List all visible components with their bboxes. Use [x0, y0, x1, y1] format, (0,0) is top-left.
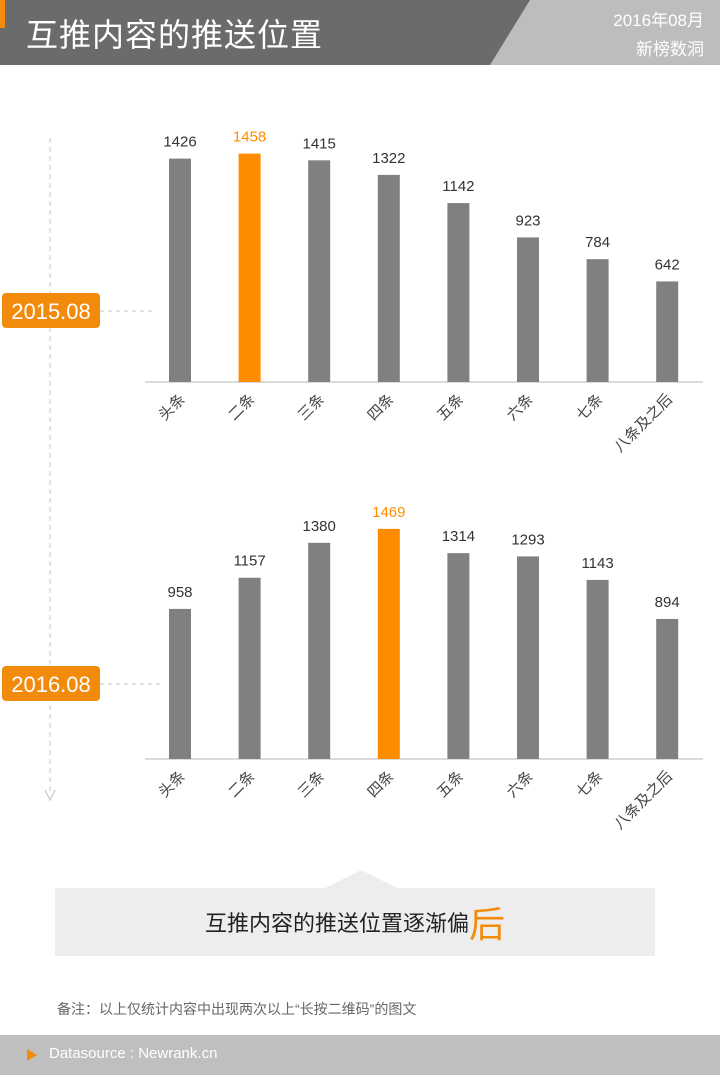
- data-label: 894: [655, 594, 680, 611]
- footer: Datasource : Newrank.cn: [0, 1035, 720, 1075]
- data-label: 1293: [511, 531, 544, 548]
- timeline-arrow-icon: [44, 789, 56, 802]
- bar: [238, 577, 261, 759]
- header-accent-bar: [0, 0, 5, 28]
- category-tick-label: 三条: [294, 390, 328, 424]
- summary-emphasis: 后: [469, 904, 506, 945]
- data-label: 1142: [442, 178, 474, 195]
- header: 互推内容的推送位置 2016年08月 新榜数洞: [0, 0, 720, 65]
- category-tick-label: 七条: [572, 767, 606, 801]
- bar: [377, 174, 400, 382]
- category-tick-label: 七条: [572, 390, 606, 424]
- bar: [517, 237, 539, 382]
- data-label: 784: [585, 234, 610, 251]
- data-label: 958: [167, 584, 192, 601]
- summary-text: 互推内容的推送位置逐渐偏后: [55, 888, 655, 956]
- period-label: 2016.08: [11, 672, 91, 697]
- data-label: 1415: [303, 135, 336, 152]
- category-tick-label: 五条: [433, 390, 467, 424]
- bar: [656, 281, 679, 382]
- data-label: 1143: [581, 555, 613, 572]
- bar: [517, 556, 539, 759]
- bar: [586, 259, 609, 382]
- category-tick-label: 八条及之后: [610, 767, 676, 833]
- category-tick-label: 六条: [503, 390, 537, 424]
- data-label: 642: [655, 256, 680, 273]
- bar: [656, 618, 679, 759]
- bar: [169, 608, 191, 759]
- period-label: 2015.08: [11, 299, 91, 324]
- footnote: 备注：以上仅统计内容中出现两次以上“长按二维码”的图文: [57, 1001, 417, 1017]
- data-label: 923: [515, 212, 540, 229]
- summary-main-text: 互推内容的推送位置逐渐偏: [204, 911, 469, 936]
- bar: [447, 203, 470, 382]
- category-tick-label: 二条: [224, 767, 258, 801]
- category-tick-label: 二条: [224, 390, 258, 424]
- header-brand: 新榜数洞: [636, 40, 704, 59]
- category-tick-label: 四条: [364, 390, 398, 424]
- bar: [377, 528, 400, 759]
- category-tick-label: 头条: [155, 390, 189, 424]
- category-tick-label: 六条: [503, 767, 537, 801]
- category-tick-label: 八条及之后: [610, 390, 676, 456]
- header-date: 2016年08月: [613, 11, 704, 30]
- datasource-label: Datasource : Newrank.cn: [49, 1045, 218, 1062]
- data-label: 1322: [372, 150, 405, 167]
- bar: [308, 542, 331, 759]
- bar-chart-area: 2015.08 1426 头条 1458 二条 1415 三条 1322 四条 1142 五条 923…: [2, 129, 703, 833]
- bar: [238, 153, 261, 382]
- data-label: 1458: [233, 129, 266, 146]
- data-label: 1426: [163, 134, 196, 151]
- summary-box: [55, 888, 655, 956]
- data-label: 1469: [372, 504, 405, 521]
- category-tick-label: 四条: [364, 767, 398, 801]
- data-label: 1157: [233, 553, 265, 570]
- bar: [447, 553, 470, 759]
- page-title: 互推内容的推送位置: [26, 17, 324, 53]
- bar: [169, 158, 191, 382]
- category-tick-label: 头条: [155, 767, 189, 801]
- period-badge: [2, 293, 100, 328]
- play-triangle-icon: [27, 1049, 37, 1061]
- header-slant-panel: [490, 0, 720, 65]
- summary-notch: [325, 870, 397, 888]
- bar: [586, 579, 609, 759]
- data-label: 1380: [303, 518, 336, 535]
- bar: [308, 160, 331, 382]
- category-tick-label: 五条: [433, 767, 467, 801]
- period-badge: [2, 666, 100, 701]
- data-label: 1314: [442, 528, 475, 545]
- category-tick-label: 三条: [294, 767, 328, 801]
